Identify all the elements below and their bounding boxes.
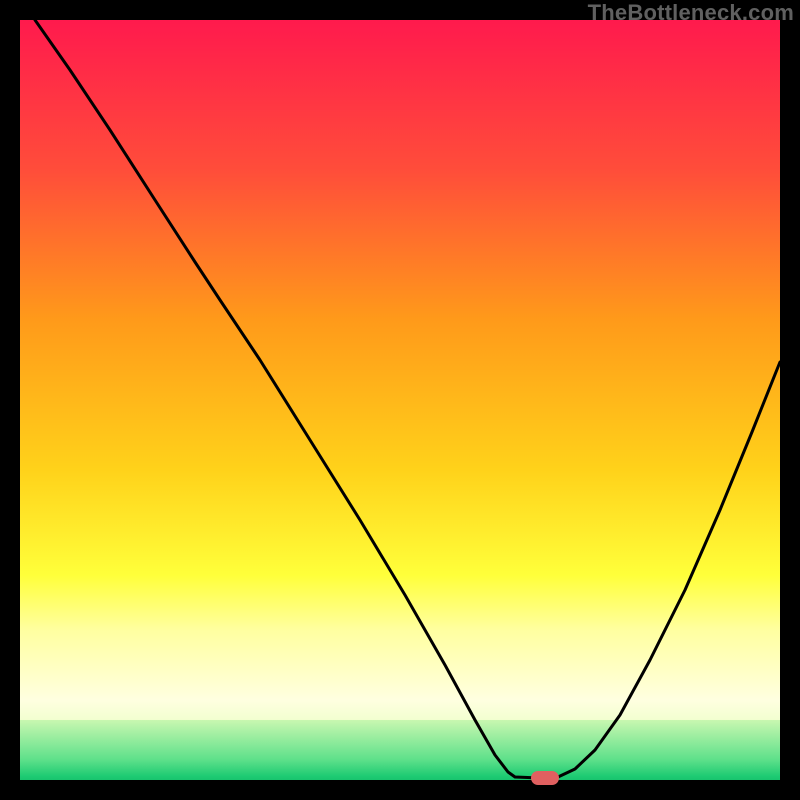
- plot-area: [20, 20, 780, 780]
- watermark-text: TheBottleneck.com: [588, 0, 794, 26]
- optimal-marker: [531, 771, 559, 785]
- chart-svg: [0, 0, 800, 800]
- bottleneck-chart: TheBottleneck.com: [0, 0, 800, 800]
